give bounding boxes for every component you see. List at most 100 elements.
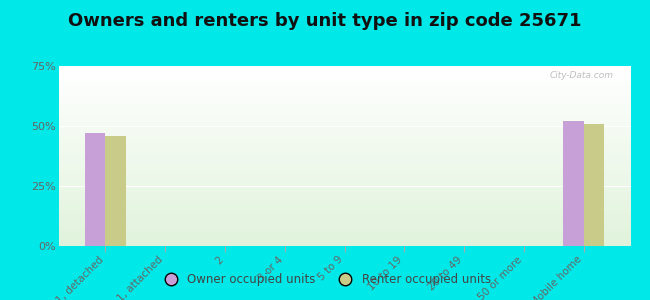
Bar bbox=[58, 124, 630, 125]
Bar bbox=[58, 124, 630, 243]
Bar bbox=[58, 73, 630, 242]
Bar bbox=[58, 187, 630, 188]
Bar bbox=[58, 237, 630, 239]
Bar bbox=[58, 98, 630, 243]
Bar bbox=[58, 194, 630, 196]
Bar bbox=[58, 149, 630, 151]
Bar bbox=[58, 242, 630, 244]
Bar bbox=[58, 212, 630, 244]
Bar bbox=[105, 136, 126, 246]
Bar bbox=[58, 196, 630, 244]
Bar bbox=[58, 120, 630, 122]
Bar bbox=[58, 192, 630, 244]
Bar bbox=[84, 133, 105, 246]
Bar bbox=[58, 70, 630, 242]
Bar bbox=[58, 151, 630, 152]
Bar bbox=[58, 172, 630, 244]
Bar bbox=[58, 88, 630, 243]
Bar bbox=[58, 214, 630, 244]
Bar bbox=[58, 147, 630, 243]
Bar bbox=[58, 244, 630, 246]
Bar bbox=[58, 205, 630, 244]
Bar bbox=[58, 212, 630, 214]
Bar bbox=[58, 68, 630, 242]
Bar bbox=[58, 118, 630, 120]
Bar bbox=[584, 124, 605, 246]
Bar bbox=[58, 143, 630, 145]
Bar bbox=[58, 149, 630, 243]
Bar bbox=[58, 131, 630, 243]
Text: City-Data.com: City-Data.com bbox=[549, 71, 614, 80]
Bar bbox=[58, 145, 630, 147]
Bar bbox=[58, 183, 630, 185]
Bar bbox=[58, 106, 630, 243]
Bar bbox=[58, 239, 630, 244]
Bar bbox=[58, 89, 630, 91]
Bar bbox=[58, 152, 630, 243]
Bar bbox=[58, 176, 630, 178]
Bar bbox=[58, 80, 630, 82]
Bar bbox=[58, 210, 630, 244]
Bar bbox=[58, 170, 630, 243]
Bar bbox=[58, 97, 630, 98]
Bar bbox=[58, 163, 630, 165]
Bar bbox=[58, 205, 630, 206]
Bar bbox=[58, 140, 630, 243]
Bar bbox=[58, 174, 630, 244]
Bar bbox=[58, 214, 630, 215]
Bar bbox=[58, 151, 630, 243]
Bar bbox=[58, 88, 630, 89]
Bar bbox=[58, 142, 630, 243]
Bar bbox=[58, 93, 630, 95]
Bar bbox=[58, 178, 630, 179]
Bar bbox=[58, 91, 630, 93]
Bar bbox=[58, 190, 630, 192]
Bar bbox=[58, 206, 630, 208]
Bar bbox=[58, 77, 630, 79]
Bar bbox=[58, 154, 630, 156]
Bar bbox=[58, 129, 630, 243]
Bar bbox=[58, 115, 630, 116]
Bar bbox=[58, 136, 630, 243]
Bar bbox=[58, 107, 630, 109]
Bar bbox=[58, 169, 630, 170]
Bar bbox=[58, 107, 630, 243]
Bar bbox=[58, 138, 630, 140]
Bar bbox=[58, 125, 630, 127]
Bar bbox=[58, 138, 630, 243]
Bar bbox=[58, 215, 630, 217]
Bar bbox=[58, 75, 630, 242]
Bar bbox=[58, 178, 630, 244]
Bar bbox=[58, 172, 630, 174]
Bar bbox=[58, 161, 630, 163]
Bar bbox=[58, 181, 630, 183]
Bar bbox=[58, 122, 630, 243]
Bar bbox=[58, 185, 630, 244]
Bar bbox=[58, 102, 630, 104]
Bar bbox=[58, 223, 630, 244]
Bar bbox=[58, 185, 630, 187]
Bar bbox=[58, 219, 630, 221]
Bar bbox=[58, 95, 630, 243]
Bar bbox=[58, 77, 630, 242]
Bar bbox=[58, 228, 630, 244]
Bar bbox=[58, 201, 630, 203]
Bar bbox=[58, 199, 630, 201]
Bar bbox=[58, 111, 630, 113]
Bar bbox=[58, 158, 630, 160]
Bar bbox=[58, 206, 630, 244]
Bar bbox=[58, 208, 630, 210]
Bar bbox=[58, 71, 630, 73]
Bar bbox=[58, 116, 630, 243]
Bar bbox=[58, 104, 630, 243]
Bar bbox=[58, 165, 630, 243]
Bar bbox=[58, 208, 630, 244]
Bar bbox=[58, 145, 630, 243]
Bar bbox=[58, 160, 630, 161]
Bar bbox=[58, 242, 630, 244]
Bar bbox=[58, 203, 630, 244]
Bar bbox=[58, 86, 630, 88]
Bar bbox=[58, 86, 630, 243]
Bar bbox=[58, 89, 630, 243]
Bar bbox=[58, 82, 630, 243]
